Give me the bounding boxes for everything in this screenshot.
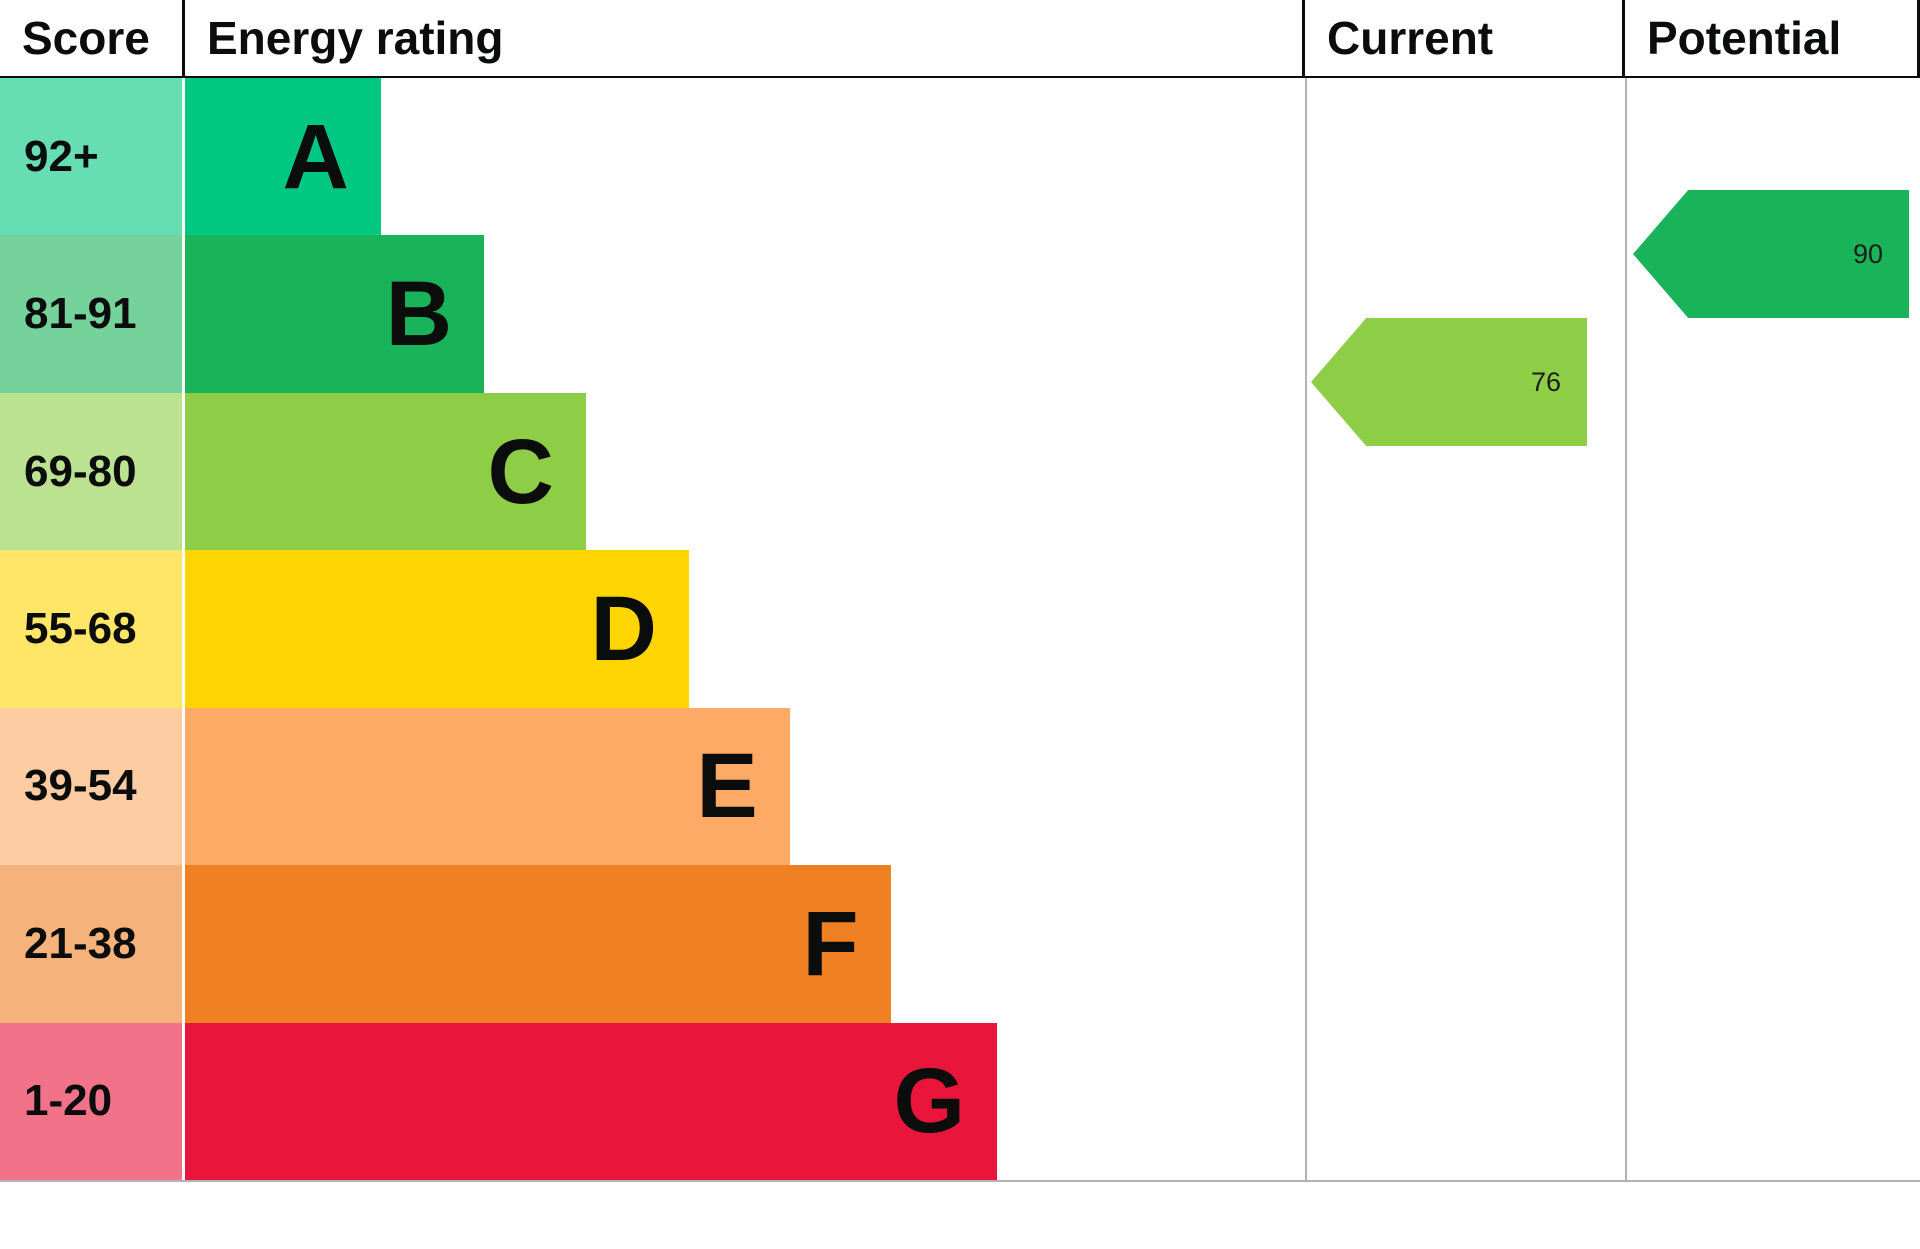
band-row-e: 39-54 E xyxy=(0,707,1305,866)
band-row-c: 69-80 C xyxy=(0,392,1305,551)
band-bar-d: D xyxy=(185,550,689,708)
band-bar-area-d: D xyxy=(185,550,1305,708)
band-score-b: 81-91 xyxy=(0,235,182,393)
band-letter-g: G xyxy=(893,1050,965,1153)
band-score-e: 39-54 xyxy=(0,707,182,866)
band-letter-c: C xyxy=(487,420,554,523)
band-letter-d: D xyxy=(590,577,657,680)
band-bar-b: B xyxy=(185,235,485,393)
band-bar-c: C xyxy=(185,392,586,551)
header-score: Score xyxy=(0,0,185,76)
current-rating-arrow: 76 xyxy=(1311,318,1587,446)
band-score-f: 21-38 xyxy=(0,865,182,1023)
band-bar-a: A xyxy=(185,78,381,236)
band-letter-b: B xyxy=(385,263,453,366)
header-potential: Potential xyxy=(1625,0,1920,76)
potential-rating-arrow: 90 xyxy=(1633,190,1909,318)
band-bar-e: E xyxy=(185,707,790,866)
band-bar-f: F xyxy=(185,865,891,1023)
band-row-g: 1-20 G xyxy=(0,1022,1305,1180)
band-bar-area-b: B xyxy=(185,235,1305,393)
band-bar-area-e: E xyxy=(185,707,1305,866)
band-score-c: 69-80 xyxy=(0,392,182,551)
band-score-g: 1-20 xyxy=(0,1022,182,1180)
band-bar-area-a: A xyxy=(185,78,1305,236)
band-letter-f: F xyxy=(802,892,859,995)
band-score-a: 92+ xyxy=(0,78,182,236)
chart-body: 92+ A 81-91 B 69-80 xyxy=(0,78,1920,1182)
band-bar-area-f: F xyxy=(185,865,1305,1023)
band-score-d: 55-68 xyxy=(0,550,182,708)
band-bar-area-c: C xyxy=(185,392,1305,551)
header-current: Current xyxy=(1305,0,1625,76)
potential-rating-value: 90 xyxy=(1852,238,1883,269)
band-row-b: 81-91 B xyxy=(0,235,1305,393)
band-bar-area-g: G xyxy=(185,1022,1305,1180)
header-energy-rating: Energy rating xyxy=(185,0,1305,76)
rating-bands: 92+ A 81-91 B 69-80 xyxy=(0,78,1305,1180)
current-rating-value: 76 xyxy=(1530,366,1561,397)
band-row-a: 92+ A xyxy=(0,78,1305,236)
band-letter-a: A xyxy=(282,105,349,208)
band-row-d: 55-68 D xyxy=(0,550,1305,708)
band-letter-e: E xyxy=(696,735,758,838)
band-bar-g: G xyxy=(185,1022,997,1180)
current-column: 76 xyxy=(1305,78,1625,1180)
header-row: Score Energy rating Current Potential xyxy=(0,0,1920,78)
potential-column: 90 xyxy=(1625,78,1920,1180)
band-row-f: 21-38 F xyxy=(0,865,1305,1023)
